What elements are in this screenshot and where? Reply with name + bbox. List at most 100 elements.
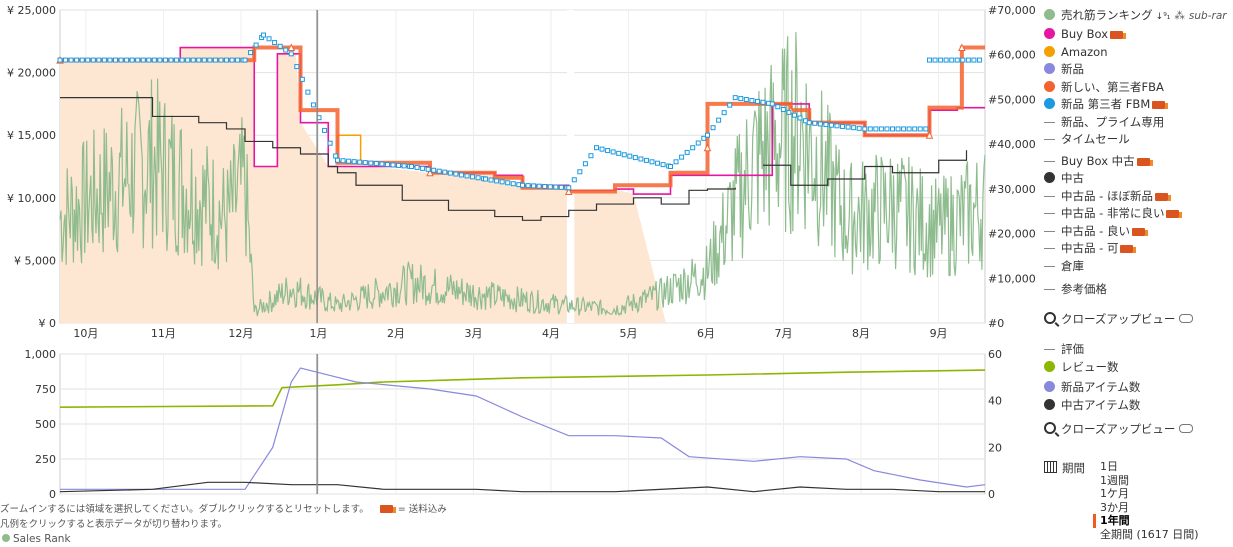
legend-lightning[interactable]: タイムセール [1044, 131, 1230, 149]
fbm-point [710, 125, 716, 131]
legend-buy-box[interactable]: Buy Box [1044, 26, 1230, 44]
fbm-point [101, 57, 107, 63]
legend-new-offers[interactable]: 新品アイテム数 [1044, 379, 1230, 397]
fbm-point [431, 167, 437, 173]
y-left-tick-label: ¥ 25,000 [7, 4, 56, 17]
fbm-point [840, 123, 846, 129]
fbm-point [305, 89, 311, 95]
fbm-point [695, 140, 701, 146]
fbm-point [346, 158, 352, 164]
fbm-point [90, 57, 96, 63]
y-right-tick-label: #10,000 [988, 272, 1036, 285]
legend-used-acceptable[interactable]: 中古品 - 可 [1044, 240, 1230, 258]
closeup-toggle-bottom[interactable]: クローズアップビュー [1044, 421, 1230, 439]
period-option-1m[interactable]: 1ケ月 [1100, 487, 1129, 500]
new-offers-line [60, 367, 986, 490]
fbm-point [536, 183, 542, 189]
period-option-1w[interactable]: 1週間 [1100, 473, 1129, 487]
offers-chart[interactable]: 1,000 750 500 250 0 60 40 20 0 [25, 348, 1003, 501]
magnifier-icon [1044, 311, 1056, 324]
fbm-point [488, 177, 494, 183]
legend-rating[interactable]: 評価 [1044, 341, 1230, 359]
fbm-point [553, 184, 559, 190]
y-right-tick-label: #30,000 [988, 183, 1036, 196]
fbm-point [294, 64, 300, 70]
y-right-tick-label: 60 [988, 348, 1002, 361]
fba-triangle [426, 168, 434, 177]
dash-icon [1044, 213, 1055, 214]
fbm-point [558, 184, 564, 190]
y-left-tick-label: ¥ 5,000 [14, 254, 56, 267]
period-option-1d[interactable]: 1日 [1100, 460, 1118, 473]
legend-used-like-new[interactable]: 中古品 - ほぼ新品 [1044, 188, 1230, 206]
sort-icon[interactable]: ↓⁹₁ [1155, 12, 1171, 22]
truck-icon [1120, 245, 1137, 253]
price-chart[interactable]: 10月 11月 12月 1月 2月 3月 4月 5月 6月 7月 8月 9月 ¥ 25,000 ¥ 20,… [7, 4, 1036, 340]
chart-canvas[interactable]: 10月 11月 12月 1月 2月 3月 4月 5月 6月 7月 8月 9月 ¥ 25,000 ¥ 20,… [0, 0, 1040, 547]
legend-new-fbm[interactable]: 新品 第三者 FBM [1044, 96, 1230, 114]
fbm-point [616, 150, 622, 156]
period-option-all[interactable]: 全期間 (1617 日間) [1100, 527, 1199, 541]
legend-label: 中古品 - ほぼ新品 [1061, 188, 1153, 203]
fbm-point [594, 145, 599, 151]
period-options: 1日 1週間 1ケ月 3か月 1年間 全期間 (1617 日間) [1093, 460, 1199, 541]
fbm-point [884, 126, 890, 132]
fbm-point [373, 161, 379, 167]
fbm-point [834, 123, 840, 129]
legend-new-fba[interactable]: 新しい、第三者FBA [1044, 79, 1230, 97]
y-right-tick-label: #50,000 [988, 93, 1036, 106]
legend-warehouse[interactable]: 倉庫 [1044, 258, 1230, 276]
y-right-tick-label: #60,000 [988, 49, 1036, 62]
fbm-point [179, 57, 185, 63]
fbm-point [923, 126, 929, 132]
dash-icon [1044, 248, 1055, 249]
fbm-point [890, 126, 895, 132]
legend-used[interactable]: 中古 [1044, 170, 1230, 188]
legend-prime[interactable]: 新品、プライム専用 [1044, 114, 1230, 132]
legend-amazon[interactable]: Amazon [1044, 44, 1230, 62]
fbm-point [716, 117, 722, 123]
fbm-point [769, 101, 775, 107]
fbm-point [447, 170, 453, 176]
calendar-icon [1044, 461, 1057, 473]
fbm-point [335, 157, 340, 163]
fbm-point [721, 110, 727, 116]
fbm-point [577, 169, 583, 175]
fbm-point [851, 125, 857, 131]
fbm-point [107, 57, 113, 63]
fbm-point [912, 126, 918, 132]
fbm-point [582, 161, 588, 167]
reviews-dot-icon [1044, 360, 1055, 372]
legend-reference[interactable]: 参考価格 [1044, 281, 1230, 299]
legend-sales-rank[interactable]: 売れ筋ランキング ↓⁹₁ ⁂ sub-rar [1044, 4, 1230, 26]
legend-label: 新品 第三者 FBM [1061, 97, 1151, 111]
fba-triangle [703, 143, 712, 152]
y-right-tick-label: #20,000 [988, 228, 1036, 241]
toggle-icon[interactable] [1179, 313, 1194, 323]
period-option-1y[interactable]: 1年間 [1093, 514, 1199, 528]
period-option-3m[interactable]: 3か月 [1100, 500, 1129, 514]
sales-rank-footer[interactable]: Sales Rank [2, 533, 71, 545]
y-right-tick-label: #0 [988, 317, 1004, 330]
toggle-icon[interactable] [1179, 424, 1194, 433]
legend-used-offers[interactable]: 中古アイテム数 [1044, 397, 1230, 415]
legend-buy-box-used[interactable]: Buy Box 中古 [1044, 153, 1230, 171]
legend-used-very-good[interactable]: 中古品 - 非常に良い [1044, 205, 1230, 223]
legend-reviews[interactable]: レビュー数 [1044, 359, 1230, 377]
truck-icon [1152, 101, 1169, 109]
hierarchy-icon[interactable]: ⁂ [1174, 10, 1185, 22]
closeup-toggle-top[interactable]: クローズアップビュー [1044, 311, 1230, 329]
fbm-point [566, 185, 572, 191]
new-fba-dot-icon [1044, 80, 1055, 92]
legend-used-good[interactable]: 中古品 - 良い [1044, 223, 1230, 241]
sub-rank-label[interactable]: sub-rar [1188, 10, 1227, 22]
fbm-point [668, 164, 673, 169]
fbm-point [322, 127, 328, 133]
fbm-point [74, 57, 80, 63]
dash-icon [1044, 121, 1055, 123]
fbm-point [299, 76, 305, 82]
legend-new[interactable]: 新品 [1044, 61, 1230, 79]
y-right-tick-label: #40,000 [988, 138, 1036, 151]
legend-label: タイムセール [1061, 132, 1130, 146]
used-offers-dot-icon [1044, 398, 1055, 410]
